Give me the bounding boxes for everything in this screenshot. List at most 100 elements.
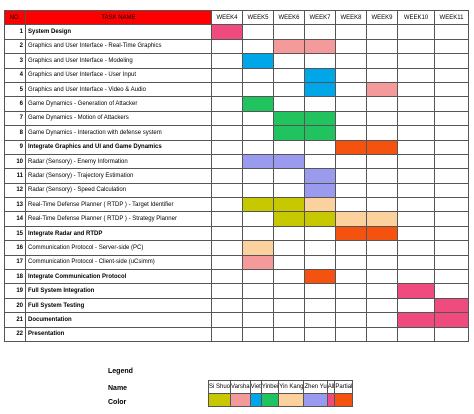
task-number: 1 <box>4 24 26 40</box>
schedule-cell <box>397 240 435 256</box>
schedule-cell-filled <box>366 211 398 227</box>
task-number: 5 <box>4 81 26 98</box>
schedule-cell <box>273 139 305 155</box>
schedule-cell <box>304 96 336 112</box>
schedule-cell <box>273 67 305 83</box>
schedule-cell <box>335 125 367 141</box>
table-row: 1 System Design <box>4 24 469 40</box>
schedule-cell-filled <box>304 110 336 127</box>
task-name: Communication Protocol - Client-side (uC… <box>25 254 212 271</box>
schedule-cell <box>242 225 274 242</box>
task-number: 2 <box>4 38 26 55</box>
schedule-cell <box>335 269 367 285</box>
legend-color-swatch <box>278 393 305 407</box>
schedule-cell <box>242 211 274 227</box>
schedule-cell <box>434 139 469 155</box>
schedule-cell <box>366 53 398 69</box>
schedule-cell <box>273 225 305 242</box>
schedule-cell <box>335 312 367 328</box>
schedule-cell <box>304 53 336 69</box>
schedule-cell <box>366 182 398 199</box>
schedule-cell <box>242 38 274 55</box>
schedule-cell-filled <box>335 211 367 227</box>
legend-entry-name: Si Shuo <box>207 380 232 394</box>
task-number: 16 <box>4 240 26 256</box>
table-row: 7 Game Dynamics - Motion of Attackers <box>4 110 469 127</box>
schedule-cell <box>273 96 305 112</box>
task-number: 18 <box>4 269 26 285</box>
table-row: 20 Full System Testing <box>4 297 469 314</box>
schedule-cell <box>211 297 243 314</box>
schedule-cell <box>304 312 336 328</box>
schedule-cell-filled <box>304 211 336 227</box>
task-number: 14 <box>4 211 26 227</box>
schedule-cell-filled <box>242 53 274 69</box>
schedule-cell <box>397 110 435 127</box>
legend-title: Legend <box>108 368 133 375</box>
schedule-cell <box>211 96 243 112</box>
schedule-cell <box>211 197 243 213</box>
legend-color-swatch <box>334 393 354 407</box>
schedule-cell <box>434 269 469 285</box>
schedule-cell <box>335 81 367 98</box>
schedule-cell <box>434 153 469 170</box>
task-number: 3 <box>4 53 26 69</box>
schedule-cell <box>211 269 243 285</box>
task-number: 9 <box>4 139 26 155</box>
schedule-cell <box>273 24 305 40</box>
schedule-cell <box>242 168 274 184</box>
table-row: 10 Radar (Sensory) - Enemy Information <box>4 153 469 170</box>
task-name: Graphics and User Interface - Video & Au… <box>25 81 212 98</box>
schedule-cell <box>304 297 336 314</box>
schedule-cell <box>273 182 305 199</box>
task-name: Game Dynamics - Interaction with defense… <box>25 125 212 141</box>
schedule-cell <box>211 110 243 127</box>
schedule-cell <box>304 254 336 271</box>
table-row: 4 Graphics and User Interface - User Inpu… <box>4 67 469 83</box>
task-number: 6 <box>4 96 26 112</box>
schedule-cell-filled <box>242 96 274 112</box>
schedule-cell <box>211 225 243 242</box>
schedule-cell <box>366 110 398 127</box>
header-week: WEEK9 <box>366 9 398 26</box>
task-name: Integrate Communication Protocol <box>25 269 212 285</box>
schedule-cell <box>273 254 305 271</box>
schedule-cell <box>211 312 243 328</box>
schedule-cell-filled <box>242 240 274 256</box>
schedule-cell <box>434 53 469 69</box>
schedule-cell <box>242 269 274 285</box>
schedule-cell <box>366 125 398 141</box>
legend-names-row: Si Shuo Varsha Viet Yinbei Yin Kang Zhen Yu Al… <box>207 380 354 394</box>
schedule-cell <box>304 240 336 256</box>
schedule-cell-filled <box>366 225 398 242</box>
task-number: 13 <box>4 197 26 213</box>
task-number: 11 <box>4 168 26 184</box>
table-row: 9 Integrate Graphics and UI and Game Dyna… <box>4 139 469 155</box>
task-number: 12 <box>4 182 26 199</box>
schedule-cell <box>242 67 274 83</box>
schedule-cell <box>397 67 435 83</box>
schedule-cell <box>366 96 398 112</box>
schedule-cell <box>366 297 398 314</box>
schedule-cell <box>211 81 243 98</box>
header-week: WEEK4 <box>211 9 243 26</box>
table-row: 18 Integrate Communication Protocol <box>4 269 469 285</box>
schedule-cell-filled <box>242 197 274 213</box>
task-name: Graphics and User Interface - Modeling <box>25 53 212 69</box>
task-name: Radar (Sensory) - Enemy Information <box>25 153 212 170</box>
schedule-cell <box>304 139 336 155</box>
schedule-cell <box>397 168 435 184</box>
table-row: 2 Graphics and User Interface - Real-Time… <box>4 38 469 55</box>
schedule-cell <box>335 297 367 314</box>
schedule-cell <box>434 81 469 98</box>
task-rows: 1 System Design 2 Graphics and User Interfa… <box>4 24 469 342</box>
schedule-cell <box>273 326 305 342</box>
legend-color-swatch <box>230 393 251 407</box>
schedule-cell <box>211 326 243 342</box>
table-row: 5 Graphics and User Interface - Video & A… <box>4 81 469 98</box>
schedule-cell <box>434 225 469 242</box>
task-number: 22 <box>4 326 26 342</box>
schedule-cell <box>242 125 274 141</box>
table-row: 16 Communication Protocol - Server-side (… <box>4 240 469 256</box>
schedule-cell-filled <box>273 197 305 213</box>
